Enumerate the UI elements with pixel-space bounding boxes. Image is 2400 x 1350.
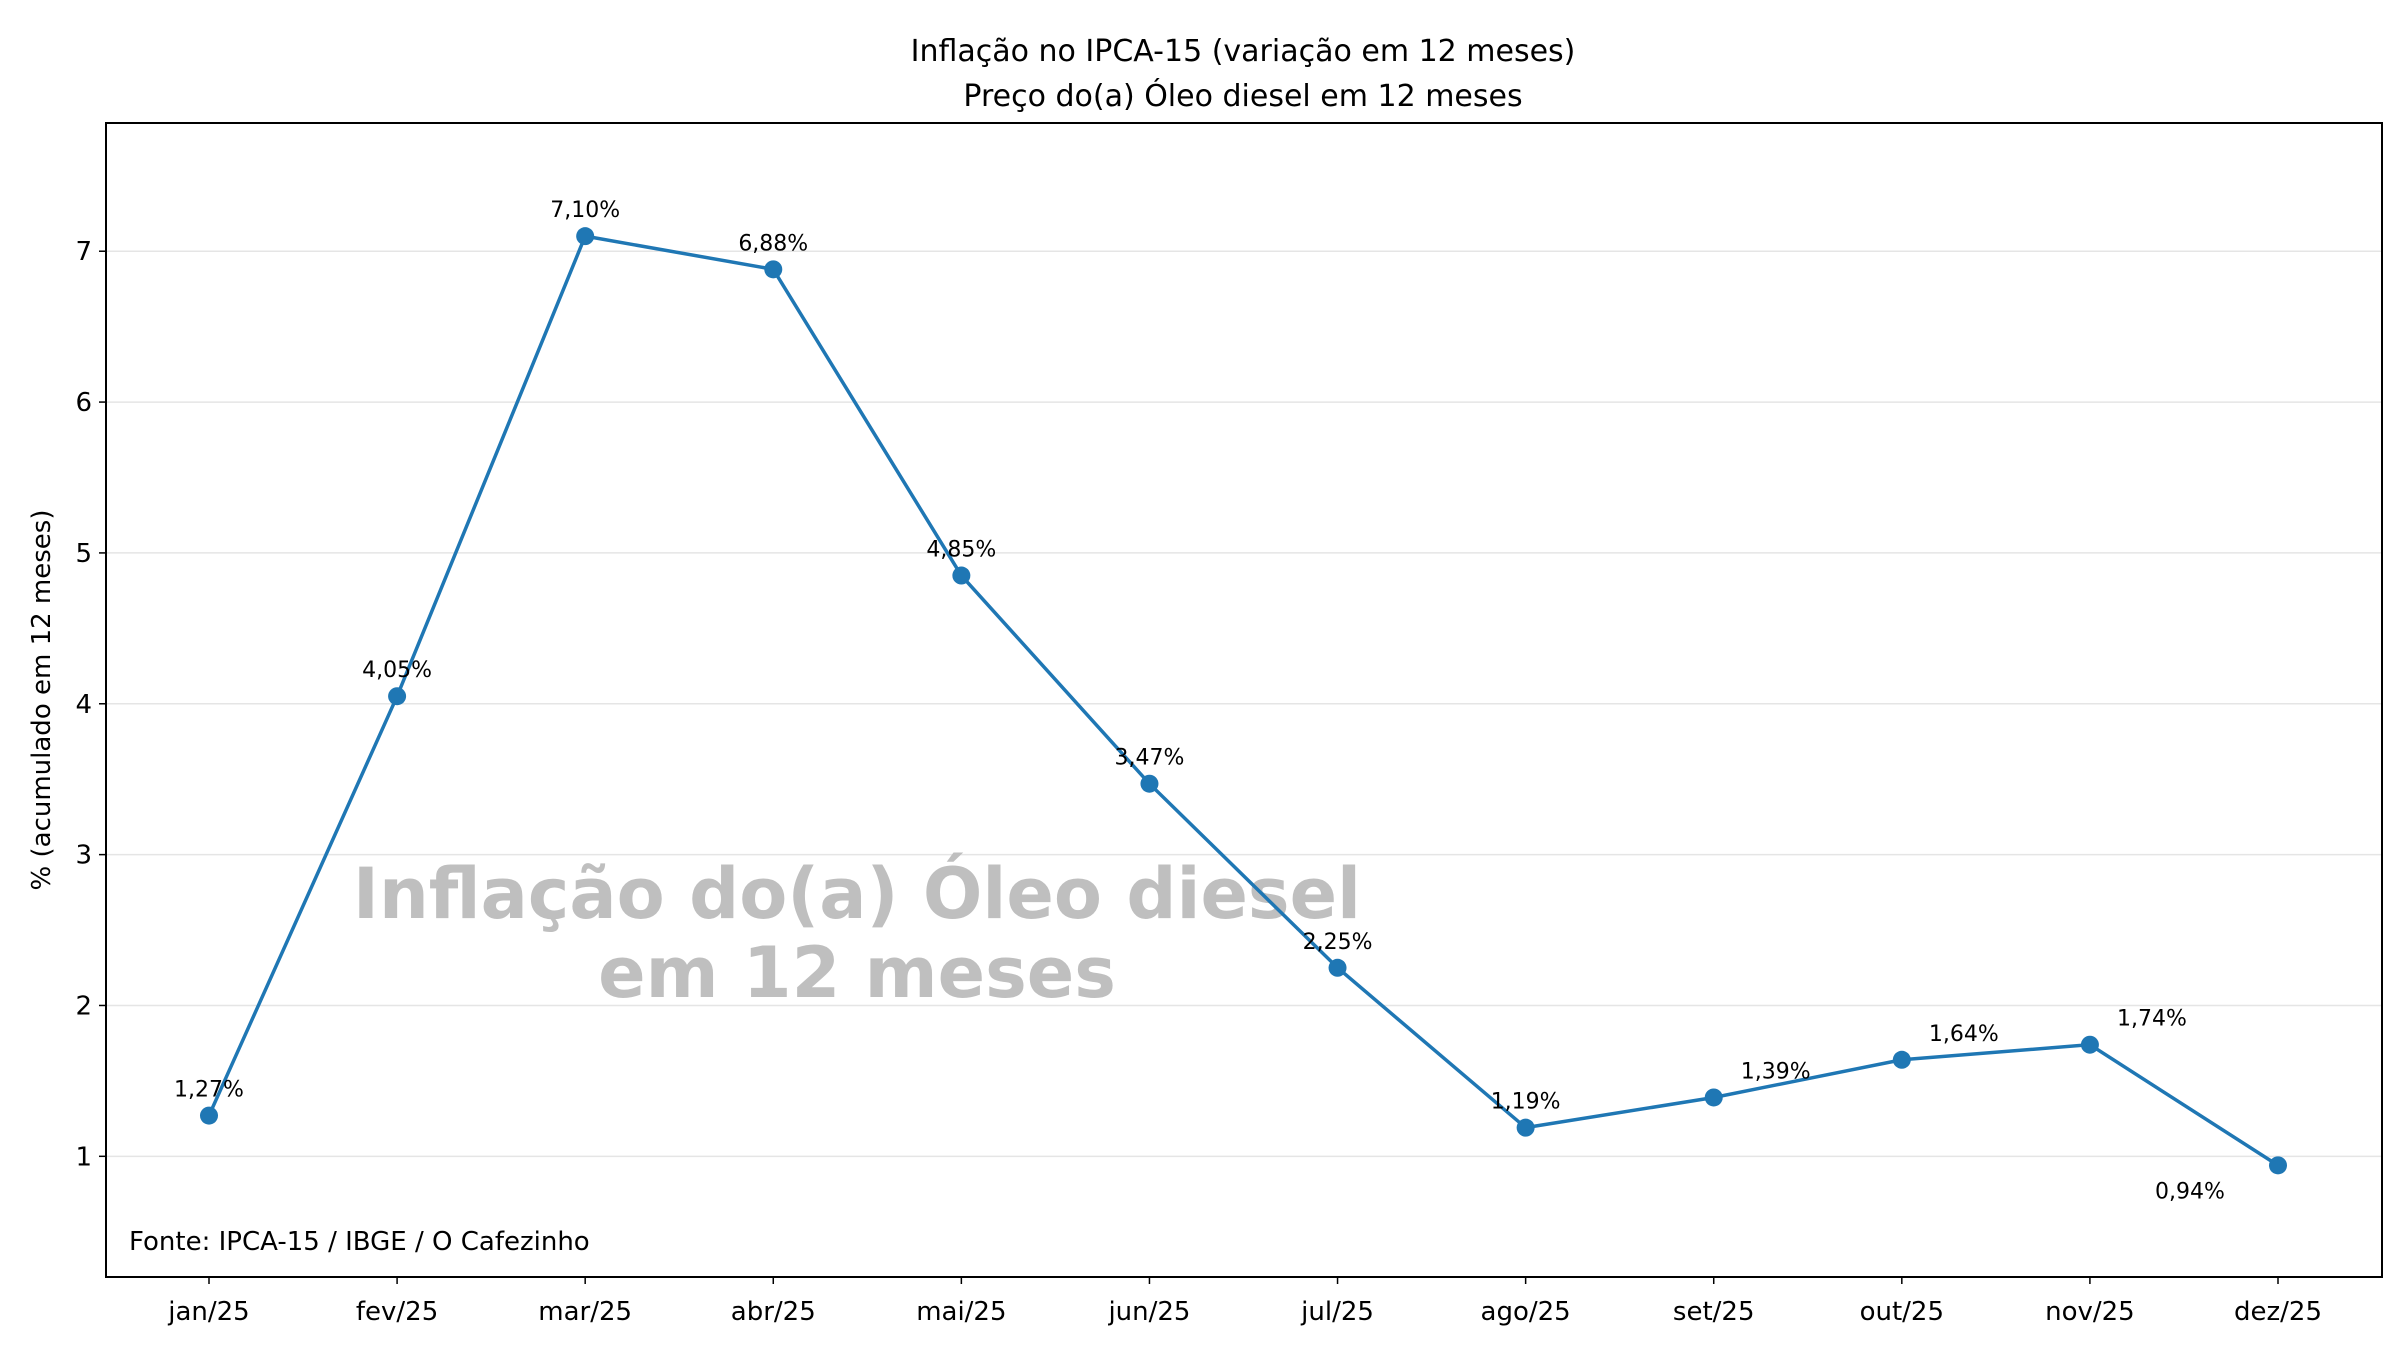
x-tick-label: dez/25 bbox=[2234, 1297, 2322, 1327]
data-label: 4,85% bbox=[926, 538, 996, 563]
x-tick-label: ago/25 bbox=[1481, 1297, 1571, 1327]
y-tick-label: 6 bbox=[75, 388, 92, 418]
y-tick-label: 1 bbox=[75, 1142, 92, 1172]
data-point bbox=[576, 227, 595, 246]
x-tick-label: jun/25 bbox=[1107, 1297, 1190, 1327]
data-label: 1,74% bbox=[2117, 1007, 2187, 1032]
y-tick-label: 4 bbox=[75, 690, 92, 720]
data-point bbox=[1892, 1050, 1911, 1069]
watermark-line-2: em 12 meses bbox=[598, 932, 1116, 1014]
x-tick-label: nov/25 bbox=[2045, 1297, 2135, 1327]
x-tick-label: jan/25 bbox=[167, 1297, 249, 1327]
data-point bbox=[200, 1106, 218, 1125]
series-line bbox=[207, 234, 2279, 1167]
y-axis-ticks: 1 2 3 4 5 6 7 bbox=[75, 237, 106, 1172]
data-point bbox=[2080, 1035, 2099, 1054]
gridlines bbox=[106, 250, 2382, 1158]
series-layer bbox=[200, 227, 2287, 1175]
y-tick-label: 5 bbox=[75, 539, 92, 569]
data-label: 7,10% bbox=[550, 198, 620, 223]
data-label: 3,47% bbox=[1115, 746, 1185, 771]
x-tick-label: jul/25 bbox=[1300, 1297, 1374, 1327]
x-tick-label: out/25 bbox=[1860, 1297, 1944, 1327]
data-point bbox=[2269, 1156, 2287, 1175]
data-label: 1,19% bbox=[1491, 1090, 1561, 1115]
data-point bbox=[1140, 774, 1159, 793]
y-axis-label: % (acumulado em 12 meses) bbox=[27, 510, 57, 891]
data-label: 0,94% bbox=[2155, 1179, 2225, 1204]
chart-title: Inflação no IPCA-15 (variação em 12 mese… bbox=[911, 34, 1576, 69]
data-point bbox=[1328, 958, 1347, 977]
data-label: 1,27% bbox=[174, 1078, 244, 1103]
data-label: 4,05% bbox=[362, 658, 432, 683]
x-tick-label: abr/25 bbox=[731, 1297, 816, 1327]
x-axis-ticks: jan/25 fev/25 mar/25 abr/25 mai/25 jun/25 jul/… bbox=[167, 1277, 2322, 1327]
watermark-line-1: Inflação do(a) Óleo diesel bbox=[353, 853, 1361, 935]
y-tick-label: 3 bbox=[75, 841, 92, 871]
data-point bbox=[952, 566, 971, 585]
chart-subtitle: Preço do(a) Óleo diesel em 12 meses bbox=[963, 77, 1522, 114]
source-note: Fonte: IPCA-15 / IBGE / O Cafezinho bbox=[129, 1227, 590, 1257]
plot-frame bbox=[105, 122, 2383, 1278]
x-tick-label: fev/25 bbox=[356, 1297, 438, 1327]
data-point bbox=[1516, 1118, 1535, 1137]
data-labels: 1,27% 4,05% 7,10% 6,88% 4,85% 3,47% 2,25% 1,19%… bbox=[174, 198, 2225, 1204]
data-label: 2,25% bbox=[1303, 930, 1373, 955]
data-label: 1,39% bbox=[1741, 1059, 1811, 1084]
data-point bbox=[764, 260, 783, 279]
x-tick-label: set/25 bbox=[1673, 1297, 1755, 1327]
x-tick-label: mai/25 bbox=[916, 1297, 1006, 1327]
data-point bbox=[1704, 1088, 1723, 1107]
data-point bbox=[388, 687, 407, 706]
y-tick-label: 7 bbox=[75, 237, 92, 267]
data-label: 1,64% bbox=[1929, 1022, 1999, 1047]
data-label: 6,88% bbox=[738, 231, 808, 256]
x-tick-label: mar/25 bbox=[538, 1297, 632, 1327]
y-tick-label: 2 bbox=[75, 991, 92, 1021]
